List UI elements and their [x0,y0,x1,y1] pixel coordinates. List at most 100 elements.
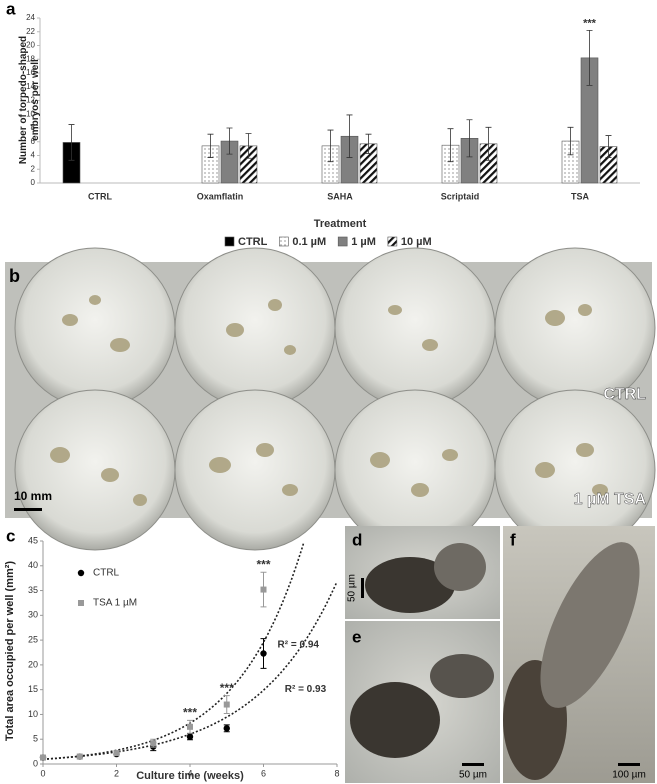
panel-label: f [510,530,516,549]
error-bar [447,128,454,163]
scale-bar-label: 50 µm [459,770,487,781]
point [223,701,230,708]
error-bar [466,119,473,158]
embryo [540,542,640,708]
error-bar [365,133,372,154]
y-tick-label: 15 [28,684,38,694]
y-tick-label: 35 [28,585,38,595]
embryo [430,654,494,698]
wells [14,247,656,551]
legend-label: 0.1 µM [292,236,326,248]
y-tick-label: 30 [28,610,38,620]
scale-bar-label: 100 µm [612,770,646,781]
x-axis-title: Treatment [314,218,367,230]
y-tick-label: 16 [26,68,35,77]
legend-label: TSA 1 µM [93,598,137,609]
error-bar [207,133,214,158]
legend-label: CTRL [238,236,268,248]
x-axis-title: Culture time (weeks) [136,770,244,782]
x-tick-label: 4 [187,768,192,778]
y-tick-label: 20 [26,41,35,50]
legend-label: CTRL [93,568,120,579]
scale-bar [361,578,364,598]
x-tick-label: CTRL [88,191,112,201]
error-bar [586,29,593,86]
error-bar [327,129,334,163]
panel-label: e [352,627,361,646]
point [223,725,230,732]
point [150,740,157,747]
y-tick-label: 14 [26,82,35,91]
embryo [350,682,440,758]
y-tick-label: 10 [26,109,35,118]
panel-label: b [9,266,20,286]
x-tick-label: TSA [571,191,590,201]
error-bar [245,133,252,159]
x-tick-label: 6 [261,768,266,778]
point [186,733,194,740]
legend-marker [77,569,85,577]
y-tick-label: 4 [31,151,36,160]
panel-label: d [352,530,362,549]
scale-bar [462,763,484,766]
y-tick-label: 45 [28,535,38,545]
y-tick-label: 5 [33,734,38,744]
r-squared: R² = 0.93 [285,684,327,695]
legend-swatch [387,236,398,247]
y-tick-label: 6 [31,137,36,146]
point [113,750,120,757]
y-tick-label: 40 [28,560,38,570]
significance: *** [183,706,197,720]
y-tick-label: 12 [26,96,35,105]
embryo [434,543,486,591]
r-squared: R² = 0.94 [278,639,320,650]
x-tick-label: SAHA [327,191,353,201]
y-tick-label: 20 [28,659,38,669]
x-tick-label: Scriptaid [441,191,480,201]
scale-bar-label: 50 µm [347,574,358,602]
y-axis-title: Total area occupied per well (mm²) [4,560,16,742]
photo-label: 1 µM TSA [574,491,647,508]
trendline [42,541,305,761]
scale-bar-label: 10 mm [14,489,52,503]
error-bar [346,114,353,158]
significance: *** [220,681,234,695]
legend-swatch [224,236,235,247]
y-axis-title: Number of torpedo-shaped embryos per wel… [18,35,41,165]
y-tick-label: 0 [31,178,36,187]
photo-label: CTRL [603,386,646,403]
panel-label: a [6,0,16,18]
legend-label: 10 µM [401,236,432,248]
scale-bar [14,508,42,511]
significance: *** [256,557,270,571]
embryo [365,557,455,613]
x-tick-label: 2 [114,768,119,778]
y-tick-label: 0 [33,758,38,768]
point [187,723,193,730]
x-tick-label: 8 [334,768,339,778]
error-bar [226,127,233,155]
y-tick-label: 10 [28,709,38,719]
point [260,586,267,593]
legend-swatch [279,236,289,247]
error-bar [485,126,492,161]
error-bar [605,135,612,158]
legend-swatch [337,236,348,247]
y-tick-label: 2 [31,164,36,173]
y-tick-label: 18 [26,54,35,63]
point [40,754,46,761]
legend-label: 1 µM [351,236,376,248]
y-tick-label: 22 [26,27,35,36]
x-tick-label: 0 [40,768,45,778]
y-tick-label: 24 [26,13,35,22]
scale-bar [618,763,640,766]
x-tick-label: Oxamflatin [197,191,244,201]
point [260,650,267,657]
point [76,753,83,760]
y-tick-label: 25 [28,634,38,644]
y-tick-label: 8 [31,123,36,132]
error-bar [567,126,574,156]
significance: *** [583,17,597,29]
